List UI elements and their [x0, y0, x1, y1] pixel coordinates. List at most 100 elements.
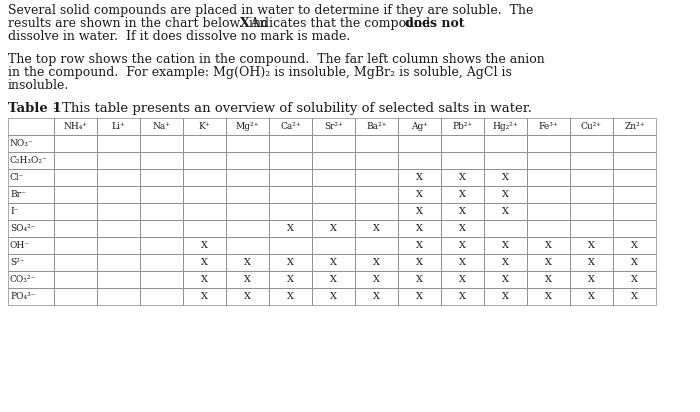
- Text: X: X: [244, 258, 251, 267]
- Bar: [97, 135, 140, 152]
- Bar: [355, 118, 398, 135]
- Bar: [97, 237, 140, 254]
- Bar: [398, 220, 441, 237]
- Bar: [484, 271, 527, 288]
- Bar: [183, 152, 226, 169]
- Bar: [613, 220, 656, 237]
- Text: X: X: [631, 292, 638, 301]
- Bar: [398, 152, 441, 169]
- Text: C₂H₃O₂⁻: C₂H₃O₂⁻: [10, 156, 48, 165]
- Bar: [613, 169, 656, 186]
- Bar: [183, 220, 226, 237]
- Bar: [269, 135, 312, 152]
- Text: X: X: [545, 241, 552, 250]
- Bar: [441, 288, 484, 305]
- Bar: [226, 254, 269, 271]
- Bar: [355, 135, 398, 152]
- Text: X: X: [459, 241, 466, 250]
- Bar: [269, 288, 312, 305]
- Bar: [140, 152, 183, 169]
- Bar: [527, 186, 570, 203]
- Bar: [312, 203, 355, 220]
- Text: X: X: [588, 292, 595, 301]
- Bar: [269, 186, 312, 203]
- Bar: [570, 203, 613, 220]
- Bar: [97, 186, 140, 203]
- Bar: [484, 186, 527, 203]
- Text: X: X: [459, 275, 466, 284]
- Text: X: X: [201, 258, 208, 267]
- Text: X: X: [287, 258, 294, 267]
- Bar: [226, 135, 269, 152]
- Text: Fe³⁺: Fe³⁺: [539, 122, 559, 131]
- Text: X: X: [459, 173, 466, 182]
- Bar: [570, 288, 613, 305]
- Bar: [398, 118, 441, 135]
- Bar: [183, 203, 226, 220]
- Bar: [8, 186, 54, 203]
- Bar: [140, 220, 183, 237]
- Text: X: X: [545, 258, 552, 267]
- Bar: [398, 271, 441, 288]
- Bar: [183, 186, 226, 203]
- Text: X: X: [287, 292, 294, 301]
- Text: X: X: [244, 292, 251, 301]
- Bar: [140, 118, 183, 135]
- Bar: [312, 152, 355, 169]
- Bar: [183, 237, 226, 254]
- Text: X: X: [287, 224, 294, 233]
- Text: X: X: [502, 275, 509, 284]
- Bar: [355, 203, 398, 220]
- Bar: [183, 118, 226, 135]
- Bar: [527, 237, 570, 254]
- Bar: [613, 186, 656, 203]
- Bar: [484, 254, 527, 271]
- Bar: [570, 135, 613, 152]
- Bar: [269, 237, 312, 254]
- Bar: [97, 203, 140, 220]
- Bar: [226, 237, 269, 254]
- Bar: [269, 271, 312, 288]
- Bar: [183, 254, 226, 271]
- Bar: [97, 152, 140, 169]
- Bar: [398, 203, 441, 220]
- Bar: [97, 254, 140, 271]
- Text: X: X: [459, 190, 466, 199]
- Bar: [226, 220, 269, 237]
- Text: does not: does not: [405, 17, 465, 30]
- Text: CO₃²⁻: CO₃²⁻: [10, 275, 36, 284]
- Text: Sr²⁺: Sr²⁺: [324, 122, 343, 131]
- Bar: [570, 169, 613, 186]
- Text: Na⁺: Na⁺: [153, 122, 171, 131]
- Text: X: X: [416, 275, 423, 284]
- Text: X: X: [588, 258, 595, 267]
- Text: X: X: [287, 275, 294, 284]
- Bar: [54, 254, 97, 271]
- Bar: [8, 288, 54, 305]
- Bar: [312, 271, 355, 288]
- Text: X: X: [330, 224, 337, 233]
- Bar: [441, 203, 484, 220]
- Bar: [269, 169, 312, 186]
- Bar: [398, 169, 441, 186]
- Bar: [312, 186, 355, 203]
- Text: in the compound.  For example: Mg(OH)₂ is insoluble, MgBr₂ is soluble, AgCl is: in the compound. For example: Mg(OH)₂ is…: [8, 66, 512, 79]
- Bar: [441, 169, 484, 186]
- Bar: [312, 288, 355, 305]
- Bar: [226, 118, 269, 135]
- Text: X: X: [588, 241, 595, 250]
- Bar: [226, 271, 269, 288]
- Bar: [97, 169, 140, 186]
- Bar: [8, 169, 54, 186]
- Bar: [183, 135, 226, 152]
- Text: X: X: [244, 275, 251, 284]
- Text: NH₄⁺: NH₄⁺: [64, 122, 88, 131]
- Text: X: X: [416, 224, 423, 233]
- Text: K⁺: K⁺: [199, 122, 210, 131]
- Bar: [140, 254, 183, 271]
- Bar: [570, 271, 613, 288]
- Text: - This table presents an overview of solubility of selected salts in water.: - This table presents an overview of sol…: [48, 102, 531, 115]
- Bar: [8, 254, 54, 271]
- Text: X: X: [416, 258, 423, 267]
- Text: X: X: [373, 224, 380, 233]
